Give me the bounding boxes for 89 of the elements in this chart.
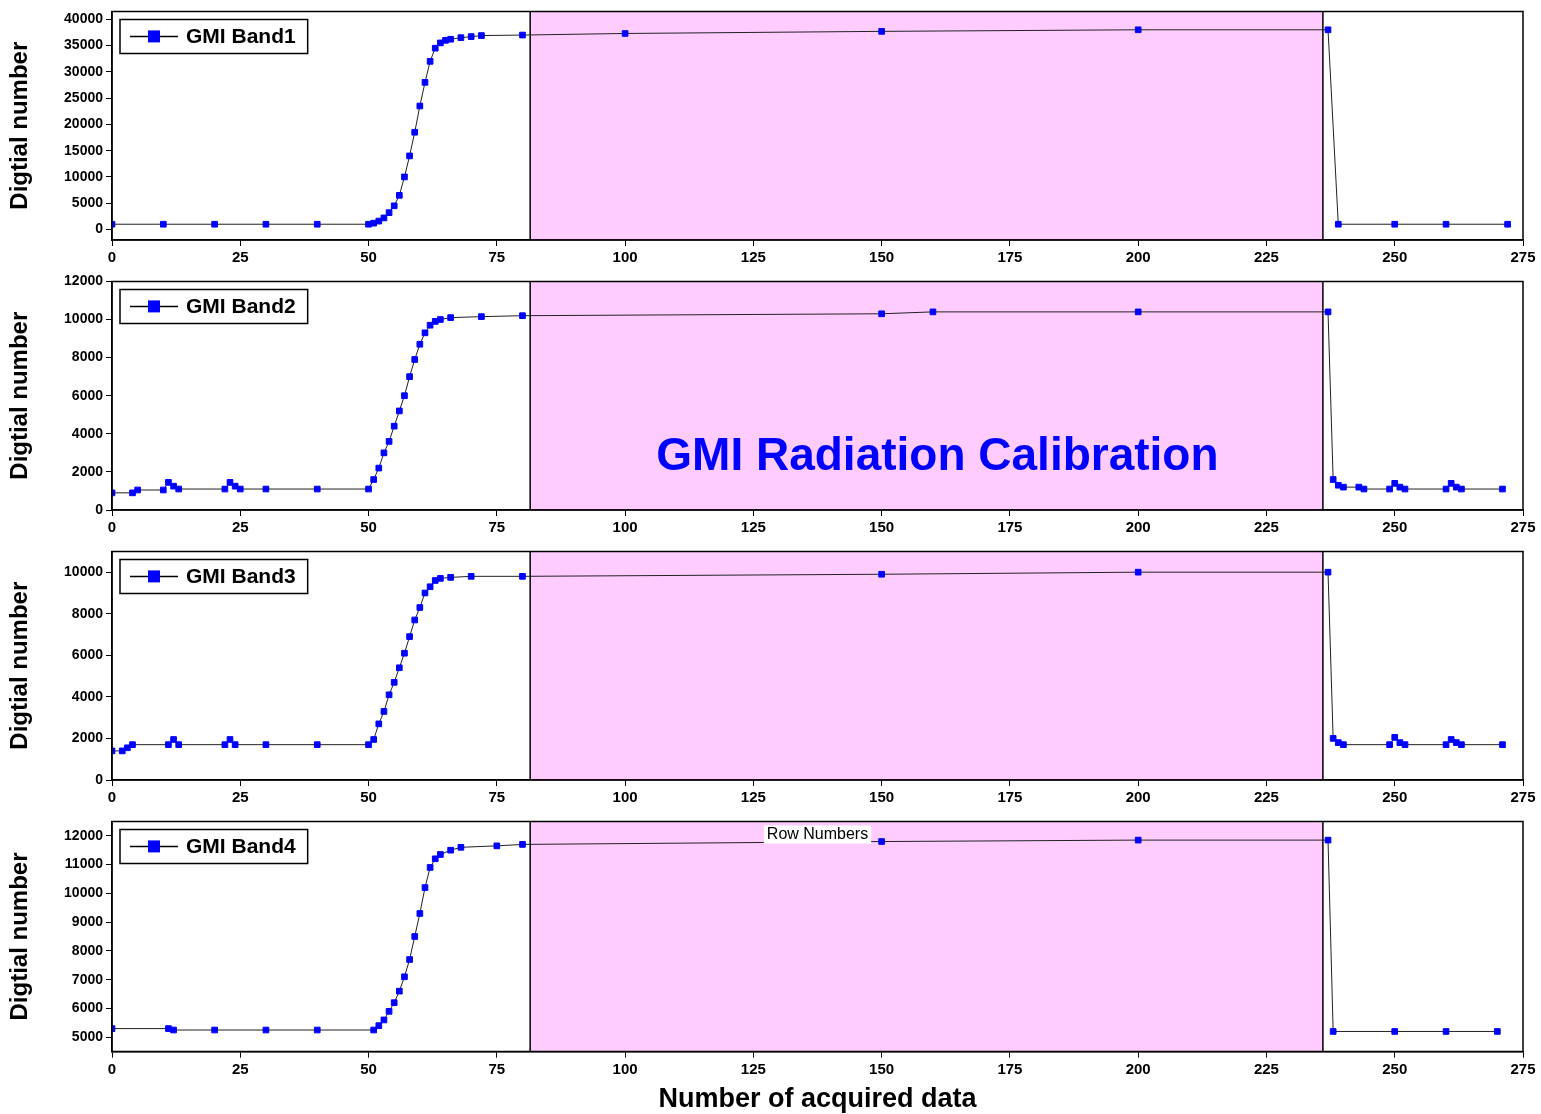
x-tick-label: 225: [1253, 1059, 1279, 1077]
x-tick-label: 25: [231, 788, 249, 806]
y-tick-label: 10000: [64, 167, 104, 184]
annotation: GMI Radiation Calibration: [656, 428, 1219, 481]
x-tick-label: 125: [740, 1059, 766, 1077]
x-tick-label: 225: [1253, 788, 1279, 806]
y-tick-label: 0: [95, 770, 104, 787]
x-tick-label: 175: [997, 518, 1023, 536]
x-tick-label: 275: [1510, 248, 1536, 266]
x-tick-label: 0: [107, 518, 117, 536]
x-tick-label: 75: [488, 1059, 506, 1077]
x-tick-label: 275: [1510, 1059, 1536, 1077]
y-tick-label: 6000: [71, 386, 104, 403]
y-axis-title: Digtial number: [5, 852, 33, 1021]
x-axis-title: Number of acquired data: [658, 1083, 978, 1114]
x-tick-label: 75: [488, 518, 506, 536]
x-tick-label: 200: [1125, 1059, 1151, 1077]
y-tick-label: 30000: [64, 62, 104, 79]
y-tick-label: 2000: [71, 462, 104, 479]
x-tick-label: 250: [1382, 788, 1408, 806]
x-tick-label: 25: [231, 1059, 249, 1077]
y-tick-label: 6000: [71, 646, 104, 663]
y-tick-label: 7000: [71, 970, 104, 987]
y-tick-label: 25000: [64, 88, 104, 105]
y-tick-label: 15000: [64, 141, 104, 158]
y-tick-label: 5000: [71, 1028, 104, 1045]
legend-label: GMI Band3: [186, 564, 296, 588]
x-tick-label: 150: [869, 248, 895, 266]
y-tick-label: 35000: [64, 36, 104, 53]
x-tick-label: 225: [1253, 518, 1279, 536]
y-axis-title: Digtial number: [5, 581, 33, 750]
y-tick-label: 5000: [71, 194, 104, 211]
x-tick-label: 75: [488, 788, 506, 806]
x-tick-label: 150: [869, 518, 895, 536]
x-tick-label: 0: [107, 1059, 117, 1077]
annotation: Row Numbers: [766, 824, 869, 842]
y-axis-title: Digtial number: [5, 311, 33, 480]
x-tick-label: 250: [1382, 248, 1408, 266]
y-tick-label: 4000: [71, 687, 104, 704]
y-tick-label: 12000: [64, 272, 104, 289]
y-tick-label: 10000: [64, 884, 104, 901]
legend-label: GMI Band2: [186, 294, 296, 318]
y-tick-label: 6000: [71, 999, 104, 1016]
legend-label: GMI Band4: [186, 834, 296, 858]
y-tick-label: 8000: [71, 348, 104, 365]
y-tick-label: 10000: [64, 563, 104, 580]
x-tick-label: 250: [1382, 518, 1408, 536]
y-tick-label: 20000: [64, 115, 104, 132]
x-tick-label: 75: [488, 248, 506, 266]
x-tick-label: 175: [997, 248, 1023, 266]
y-tick-label: 10000: [64, 310, 104, 327]
x-tick-label: 25: [231, 248, 249, 266]
x-tick-label: 25: [231, 518, 249, 536]
y-tick-label: 4000: [71, 424, 104, 441]
y-tick-label: 40000: [64, 10, 104, 27]
x-tick-label: 100: [612, 518, 638, 536]
x-tick-label: 275: [1510, 518, 1536, 536]
y-tick-label: 0: [95, 500, 104, 517]
legend-label: GMI Band1: [186, 24, 296, 48]
x-tick-label: 100: [612, 248, 638, 266]
x-tick-label: 0: [107, 788, 117, 806]
x-tick-label: 125: [740, 518, 766, 536]
x-tick-label: 200: [1125, 788, 1151, 806]
x-tick-label: 0: [107, 248, 117, 266]
x-tick-label: 125: [740, 248, 766, 266]
x-tick-label: 50: [360, 788, 377, 806]
y-tick-label: 2000: [71, 729, 104, 746]
y-tick-label: 0: [95, 220, 104, 237]
x-tick-label: 200: [1125, 248, 1151, 266]
x-tick-label: 175: [997, 1059, 1023, 1077]
x-tick-label: 200: [1125, 518, 1151, 536]
x-tick-label: 50: [360, 518, 377, 536]
y-axis-title: Digtial number: [5, 41, 33, 210]
x-tick-label: 150: [869, 788, 895, 806]
y-tick-label: 12000: [64, 826, 104, 843]
x-tick-label: 100: [612, 1059, 638, 1077]
x-tick-label: 125: [740, 788, 766, 806]
x-tick-label: 150: [869, 1059, 895, 1077]
y-tick-label: 8000: [71, 941, 104, 958]
x-tick-label: 100: [612, 788, 638, 806]
x-tick-label: 175: [997, 788, 1023, 806]
x-tick-label: 225: [1253, 248, 1279, 266]
x-tick-label: 250: [1382, 1059, 1408, 1077]
y-tick-label: 8000: [71, 604, 104, 621]
x-tick-label: 50: [360, 248, 377, 266]
x-tick-label: 275: [1510, 788, 1536, 806]
x-tick-label: 50: [360, 1059, 377, 1077]
y-tick-label: 11000: [64, 855, 104, 872]
y-tick-label: 9000: [71, 912, 104, 929]
